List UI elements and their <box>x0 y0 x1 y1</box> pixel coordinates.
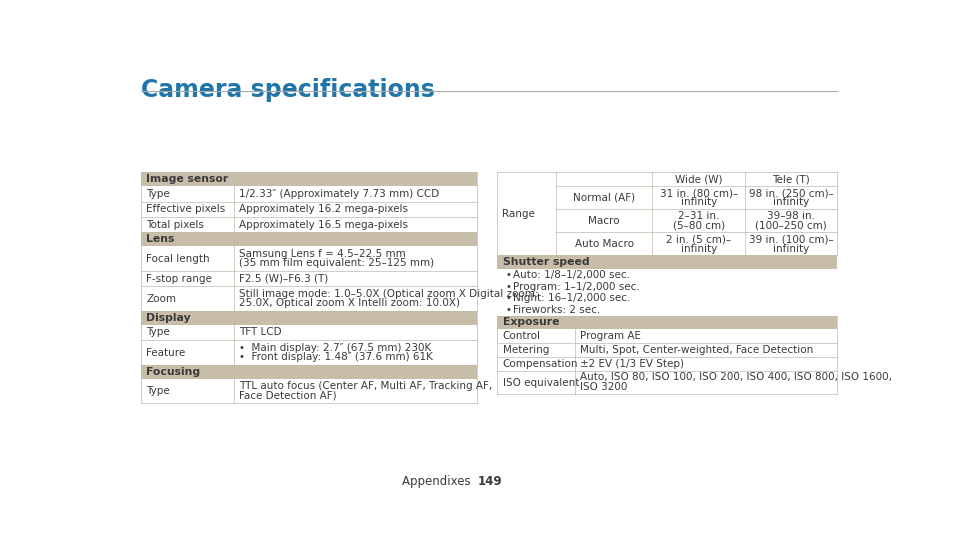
Text: Auto, ISO 80, ISO 100, ISO 200, ISO 400, ISO 800, ISO 1600,: Auto, ISO 80, ISO 100, ISO 200, ISO 400,… <box>579 372 891 382</box>
Text: Face Detection AF): Face Detection AF) <box>239 390 336 400</box>
Text: Tele (T): Tele (T) <box>772 174 809 184</box>
Bar <box>141 311 476 325</box>
Text: Fireworks: 2 sec.: Fireworks: 2 sec. <box>513 305 599 315</box>
Text: •: • <box>505 305 511 315</box>
Text: Metering: Metering <box>502 345 549 355</box>
Bar <box>141 365 476 379</box>
Text: Display: Display <box>146 313 191 323</box>
Text: Samsung Lens f = 4.5–22.5 mm: Samsung Lens f = 4.5–22.5 mm <box>239 249 406 259</box>
Text: ISO equivalent: ISO equivalent <box>502 378 578 388</box>
Text: Focusing: Focusing <box>146 367 200 377</box>
Text: (100–250 cm): (100–250 cm) <box>755 221 826 231</box>
Text: •  Main display: 2.7″ (67.5 mm) 230K: • Main display: 2.7″ (67.5 mm) 230K <box>239 343 431 353</box>
Text: Control: Control <box>502 331 540 341</box>
Text: Compensation: Compensation <box>502 359 578 369</box>
Text: TFT LCD: TFT LCD <box>239 328 282 338</box>
Text: Wide (W): Wide (W) <box>675 174 722 184</box>
Text: Type: Type <box>146 386 170 396</box>
Text: Program: 1–1/2,000 sec.: Program: 1–1/2,000 sec. <box>513 282 639 292</box>
Text: 31 in. (80 cm)–: 31 in. (80 cm)– <box>659 188 738 198</box>
Bar <box>497 316 836 329</box>
Text: Exposure: Exposure <box>502 317 558 328</box>
Text: •  Front display: 1.48″ (37.6 mm) 61K: • Front display: 1.48″ (37.6 mm) 61K <box>239 352 433 362</box>
Text: Image sensor: Image sensor <box>146 174 229 184</box>
Text: Focal length: Focal length <box>146 253 210 263</box>
Text: •: • <box>505 293 511 303</box>
Text: Camera specifications: Camera specifications <box>141 77 435 101</box>
Text: Approximately 16.2 mega-pixels: Approximately 16.2 mega-pixels <box>239 204 408 214</box>
Text: 2–31 in.: 2–31 in. <box>678 211 719 221</box>
Text: (35 mm film equivalent: 25–125 mm): (35 mm film equivalent: 25–125 mm) <box>239 258 434 268</box>
Bar <box>497 256 836 270</box>
Text: Auto Macro: Auto Macro <box>574 239 633 249</box>
Text: Effective pixels: Effective pixels <box>146 204 226 214</box>
Text: 25.0X, Optical zoom X Intelli zoom: 10.0X): 25.0X, Optical zoom X Intelli zoom: 10.0… <box>239 298 460 308</box>
Text: Macro: Macro <box>588 216 619 226</box>
Text: (5–80 cm): (5–80 cm) <box>672 221 724 231</box>
Text: TTL auto focus (Center AF, Multi AF, Tracking AF,: TTL auto focus (Center AF, Multi AF, Tra… <box>239 382 492 392</box>
Text: infinity: infinity <box>772 243 808 253</box>
Text: F-stop range: F-stop range <box>146 273 212 284</box>
Text: Type: Type <box>146 328 170 338</box>
Text: Range: Range <box>501 209 535 219</box>
Bar <box>141 172 476 186</box>
Text: Normal (AF): Normal (AF) <box>573 193 635 203</box>
Text: infinity: infinity <box>680 243 717 253</box>
Bar <box>141 232 476 246</box>
Text: •: • <box>505 270 511 280</box>
Text: F2.5 (W)–F6.3 (T): F2.5 (W)–F6.3 (T) <box>239 273 328 284</box>
Text: infinity: infinity <box>772 197 808 207</box>
Text: Night: 16–1/2,000 sec.: Night: 16–1/2,000 sec. <box>513 293 630 303</box>
Text: Appendixes: Appendixes <box>401 475 477 488</box>
Text: Auto: 1/8–1/2,000 sec.: Auto: 1/8–1/2,000 sec. <box>513 270 629 280</box>
Text: Still image mode: 1.0–5.0X (Optical zoom X Digital zoom:: Still image mode: 1.0–5.0X (Optical zoom… <box>239 289 538 299</box>
Text: Zoom: Zoom <box>146 294 176 304</box>
Text: Program AE: Program AE <box>579 331 640 341</box>
Text: 149: 149 <box>477 475 502 488</box>
Text: 98 in. (250 cm)–: 98 in. (250 cm)– <box>748 188 833 198</box>
Text: infinity: infinity <box>680 197 717 207</box>
Text: Multi, Spot, Center-weighted, Face Detection: Multi, Spot, Center-weighted, Face Detec… <box>579 345 813 355</box>
Text: •: • <box>505 282 511 292</box>
Text: 39–98 in.: 39–98 in. <box>766 211 814 221</box>
Text: Type: Type <box>146 189 170 199</box>
Text: Shutter speed: Shutter speed <box>502 257 589 267</box>
Text: 1/2.33″ (Approximately 7.73 mm) CCD: 1/2.33″ (Approximately 7.73 mm) CCD <box>239 189 439 199</box>
Text: ISO 3200: ISO 3200 <box>579 382 627 392</box>
Text: ±2 EV (1/3 EV Step): ±2 EV (1/3 EV Step) <box>579 359 683 369</box>
Text: Feature: Feature <box>146 348 186 358</box>
Text: 2 in. (5 cm)–: 2 in. (5 cm)– <box>666 234 731 245</box>
Text: Total pixels: Total pixels <box>146 219 204 229</box>
Text: Approximately 16.5 mega-pixels: Approximately 16.5 mega-pixels <box>239 219 408 229</box>
Text: 39 in. (100 cm)–: 39 in. (100 cm)– <box>748 234 833 245</box>
Text: Lens: Lens <box>146 234 174 245</box>
